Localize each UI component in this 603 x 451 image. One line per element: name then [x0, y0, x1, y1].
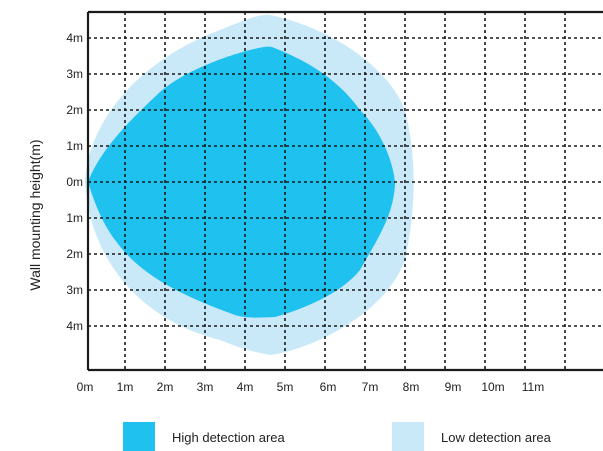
x-tick-label: 8m: [403, 380, 420, 394]
legend-label-high: High detection area: [172, 430, 286, 445]
x-tick-label: 4m: [237, 380, 254, 394]
y-tick-labels: 4m 3m 2m 1m 0m 1m 2m 3m 4m: [66, 31, 83, 333]
legend-label-low: Low detection area: [441, 430, 552, 445]
x-tick-label: 11m: [522, 380, 544, 394]
y-tick-label: 2m: [66, 103, 83, 117]
x-tick-label: 0m: [77, 380, 94, 394]
y-tick-label: 2m: [66, 247, 83, 261]
y-tick-label: 0m: [66, 175, 83, 189]
y-tick-label: 1m: [66, 211, 83, 225]
x-tick-label: 2m: [157, 380, 174, 394]
y-tick-label: 1m: [66, 139, 83, 153]
legend-swatch-high: [123, 422, 155, 451]
y-tick-label: 3m: [66, 67, 83, 81]
legend: High detection area Low detection area: [123, 422, 552, 451]
grid-frame: [86, 10, 603, 372]
y-tick-label: 4m: [66, 319, 83, 333]
x-tick-label: 9m: [445, 380, 462, 394]
grid-horizontal-lines: [88, 37, 603, 327]
legend-swatch-low: [392, 422, 424, 451]
x-tick-label: 10m: [481, 380, 504, 394]
y-axis-label: Wall mounting height(m): [27, 139, 43, 290]
y-tick-label: 3m: [66, 283, 83, 297]
x-tick-label: 3m: [197, 380, 214, 394]
x-tick-label: 7m: [362, 380, 379, 394]
y-tick-label: 4m: [66, 31, 83, 45]
x-tick-label: 1m: [117, 380, 134, 394]
x-tick-labels: 0m 1m 2m 3m 4m 5m 6m 7m 8m 9m 10m 11m: [77, 380, 545, 394]
x-tick-label: 6m: [320, 380, 337, 394]
x-tick-label: 5m: [277, 380, 294, 394]
